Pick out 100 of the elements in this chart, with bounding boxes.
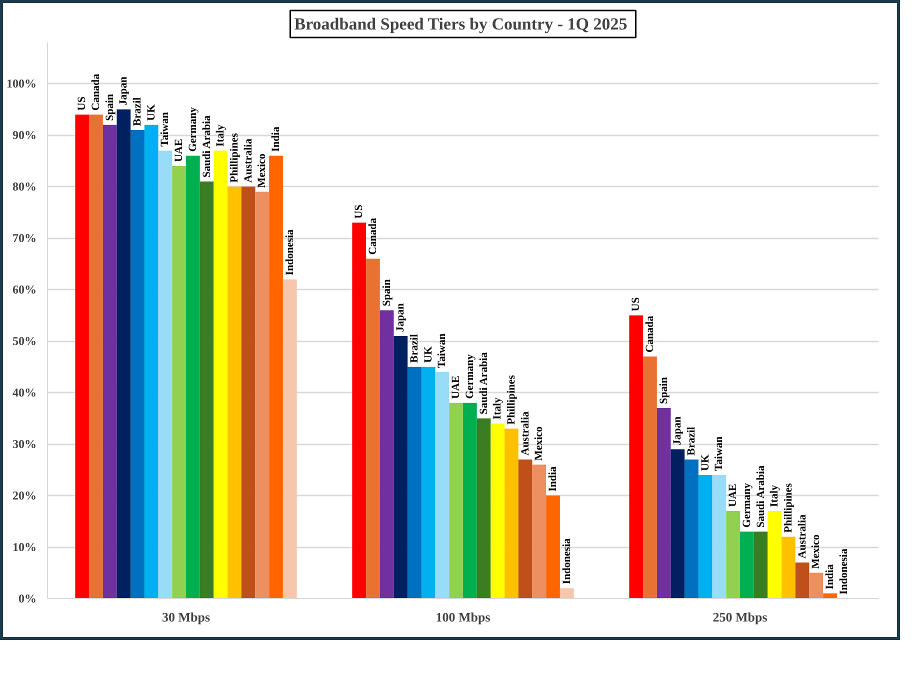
bar — [656, 408, 671, 598]
bar — [269, 156, 283, 598]
text: Canada — [90, 73, 102, 111]
text: Germany — [186, 106, 199, 152]
text: Saudi Arabia — [754, 466, 767, 528]
bar — [408, 366, 422, 598]
text: UAE — [450, 376, 462, 399]
bar — [740, 532, 754, 598]
text: Spain — [658, 377, 670, 404]
text: Italy — [492, 397, 504, 420]
bar — [144, 124, 158, 598]
text: Canada — [366, 218, 379, 255]
bar — [546, 496, 560, 598]
text: Indonesia — [284, 228, 296, 276]
y-tick-label: 20% — [12, 488, 36, 503]
text: UK — [699, 454, 712, 471]
x-tick-label: 100 Mbps — [436, 610, 490, 624]
text: Brazil — [686, 426, 698, 456]
text: Japan — [672, 416, 684, 446]
bar — [394, 336, 408, 598]
bar — [102, 124, 117, 598]
bar — [670, 449, 685, 598]
bar — [782, 536, 796, 598]
bar — [116, 109, 131, 598]
bar — [726, 510, 740, 598]
y-tick-label: 0% — [18, 592, 36, 606]
bar — [200, 182, 214, 598]
bar — [684, 460, 698, 598]
text: Phillipines — [228, 132, 240, 183]
bar — [532, 464, 546, 598]
bar — [366, 258, 380, 598]
text: Indonesia — [560, 538, 573, 584]
y-tick-label: 90% — [12, 128, 36, 142]
bar — [255, 192, 270, 598]
text: Brazil — [408, 334, 421, 363]
y-tick-label: 70% — [12, 231, 36, 246]
bar — [75, 114, 90, 598]
y-tick-label: 60% — [12, 282, 36, 297]
bar — [158, 150, 172, 598]
bar — [449, 402, 463, 598]
y-tick-label: 10% — [12, 540, 36, 554]
text: Saudi Arabia — [200, 114, 213, 178]
bar — [352, 222, 366, 598]
y-tick-label: 30% — [12, 437, 36, 452]
text: UK — [422, 346, 434, 363]
bar — [809, 572, 824, 598]
text: Australia — [242, 138, 254, 183]
text: Spain — [104, 94, 116, 121]
bar — [629, 315, 644, 598]
text: India — [270, 126, 282, 152]
text: Taiwan — [159, 112, 172, 147]
bar — [214, 150, 228, 598]
text: UAE — [727, 484, 740, 507]
bar — [560, 588, 574, 598]
chart-title: Broadband Speed Tiers by Country - 1Q 2025 — [294, 14, 628, 34]
bar — [490, 423, 505, 598]
bar — [643, 356, 657, 598]
text: Mexico — [533, 426, 546, 461]
text: Australia — [796, 514, 808, 558]
bar — [754, 532, 768, 598]
y-tick-label: 100% — [6, 76, 36, 91]
text: Mexico — [810, 534, 822, 569]
x-tick-label: 30 Mbps — [162, 610, 210, 624]
bar — [228, 186, 242, 598]
text: Germany — [464, 354, 476, 399]
text: Japan — [394, 303, 407, 332]
bar — [795, 562, 810, 598]
text: Taiwan — [436, 334, 448, 368]
text: Australia — [519, 412, 532, 456]
text: Taiwan — [713, 436, 726, 471]
bar — [380, 310, 394, 598]
bar — [768, 510, 782, 598]
text: India — [824, 564, 836, 590]
text: US — [76, 96, 88, 111]
x-tick-label: 250 Mbps — [712, 610, 768, 624]
bar — [712, 474, 726, 598]
text: US — [630, 297, 642, 312]
text: Mexico — [256, 153, 268, 188]
text: Canada — [644, 316, 656, 353]
bar — [241, 186, 256, 598]
bar — [518, 460, 532, 598]
text: India — [547, 466, 560, 492]
bar — [89, 114, 103, 598]
text: Brazil — [132, 97, 144, 126]
text: Phillipines — [505, 375, 518, 425]
bar — [504, 428, 518, 598]
bar — [186, 156, 200, 598]
text: Saudi Arabia — [478, 352, 490, 414]
text: Italy — [214, 124, 227, 147]
text: Italy — [768, 484, 781, 507]
bar — [698, 474, 712, 598]
text: UK — [145, 104, 158, 121]
text: Phillipines — [782, 483, 794, 533]
text: Japan — [118, 76, 130, 106]
y-tick-label: 50% — [12, 334, 36, 348]
text: Indonesia — [838, 548, 850, 594]
text: US — [353, 204, 366, 219]
bar — [282, 279, 297, 598]
bar — [435, 372, 450, 598]
bar — [421, 366, 436, 598]
